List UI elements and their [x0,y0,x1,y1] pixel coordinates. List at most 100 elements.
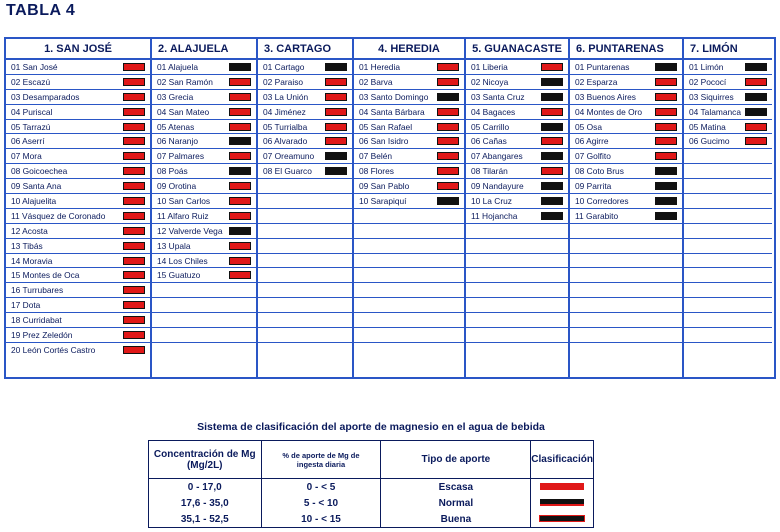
magnesium-level-bar [123,346,145,355]
magnesium-level-bar [745,77,767,86]
canton-row: 07 Belén [354,149,464,165]
canton-row: 03 Siquirres [684,90,772,105]
canton-label: 04 Talamanca [689,106,741,117]
canton-label: 07 Oreamuno [263,151,315,162]
classification-bar [540,499,585,507]
magnesium-level-bar [325,107,347,116]
canton-row [354,298,464,314]
canton-label: 05 San Rafael [359,121,413,132]
magnesium-level-bar [541,122,563,131]
magnesium-level-bar [229,182,251,191]
canton-label: 10 La Cruz [471,195,512,206]
canton-row [258,254,352,269]
canton-row [258,343,352,358]
magnesium-level-bar [123,301,145,310]
canton-row: 09 Santa Ana [6,179,150,195]
canton-row [354,283,464,299]
canton-label: 02 Esparza [575,76,618,87]
legend-row: 17,6 - 35,0 5 - < 10 Normal [148,495,594,511]
canton-row: 04 Bagaces [466,105,568,120]
magnesium-level-bar [123,330,145,339]
magnesium-level-bar [123,271,145,280]
canton-label: 14 Los Chiles [157,255,208,266]
canton-label: 01 Heredia [359,61,400,72]
canton-row [466,313,568,329]
canton-label: 03 Santa Cruz [471,91,525,102]
canton-label: 05 Atenas [157,121,195,132]
canton-row [258,268,352,284]
canton-row [152,313,256,329]
magnesium-level-bar [541,77,563,86]
canton-row [258,209,352,224]
magnesium-level-bar [655,167,677,176]
canton-label: 06 Naranjo [157,136,198,147]
province-header: 6. PUNTARENAS [570,39,682,60]
canton-label: 06 Gucimo [689,136,730,147]
magnesium-level-bar [437,182,459,191]
legend-header-concentracion: Concentración de Mg (Mg/2L) [148,440,262,479]
magnesium-level-bar [655,122,677,131]
canton-row: 04 Jiménez [258,105,352,120]
magnesium-level-bar [437,107,459,116]
canton-row [684,254,772,269]
canton-row: 07 Mora [6,149,150,165]
legend-header-clasificacion: Clasificación [530,440,594,479]
canton-row [354,239,464,254]
canton-row: 05 Tarrazú [6,120,150,135]
canton-row [354,209,464,224]
canton-row [684,343,772,358]
magnesium-level-bar [229,77,251,86]
canton-row: 02 Pococí [684,75,772,90]
magnesium-level-bar [745,137,767,146]
canton-row [258,328,352,343]
magnesium-level-bar [229,137,251,146]
canton-row: 08 Coto Brus [570,164,682,180]
canton-row: 01 Heredia [354,60,464,75]
magnesium-level-bar [655,107,677,116]
province-header: 4. HEREDIA [354,39,464,60]
canton-row: 09 Nandayure [466,179,568,195]
magnesium-level-bar [541,167,563,176]
canton-label: 06 Aserrí [11,136,45,147]
canton-row [570,224,682,239]
canton-label: 03 La Unión [263,91,309,102]
canton-row: 02 Paraiso [258,75,352,90]
magnesium-level-bar [123,167,145,176]
canton-row: 03 Buenos Aires [570,90,682,105]
canton-label: 01 Cartago [263,61,305,72]
canton-label: 18 Curridabat [11,315,62,326]
province-header: 1. SAN JOSÉ [6,39,150,60]
canton-label: 02 Paraiso [263,76,304,87]
legend-cell-pct: 10 - < 15 [260,511,382,528]
canton-label: 08 Coto Brus [575,166,624,177]
canton-row [570,298,682,314]
magnesium-level-bar [655,182,677,191]
magnesium-level-bar [655,196,677,205]
canton-row: 17 Dota [6,298,150,314]
canton-row [152,283,256,299]
canton-label: 12 Acosta [11,225,48,236]
magnesium-level-bar [655,137,677,146]
legend-row: 35,1 - 52,5 10 - < 15 Buena [148,511,594,528]
magnesium-level-bar [541,107,563,116]
canton-row [466,328,568,343]
canton-label: 08 Goicoechea [11,166,68,177]
magnesium-level-bar [325,122,347,131]
canton-label: 02 Escazú [11,76,51,87]
canton-label: 02 Nicoya [471,76,509,87]
canton-label: 02 Pococí [689,76,727,87]
canton-label: 12 Valverde Vega [157,225,223,236]
canton-row [570,343,682,358]
canton-row: 03 Santa Cruz [466,90,568,105]
canton-row [152,298,256,314]
canton-row: 11 Garabito [570,209,682,224]
canton-row [466,254,568,269]
province-column: 7. LIMÓN 01 Limón 02 Pococí 03 Siquirres 04 … [684,39,772,377]
canton-row: 10 San Carlos [152,194,256,209]
canton-row: 05 Osa [570,120,682,135]
magnesium-level-bar [437,152,459,161]
canton-label: 03 Santo Domingo [359,91,429,102]
magnesium-level-bar [437,122,459,131]
magnesium-level-bar [229,62,251,71]
canton-row: 03 Santo Domingo [354,90,464,105]
